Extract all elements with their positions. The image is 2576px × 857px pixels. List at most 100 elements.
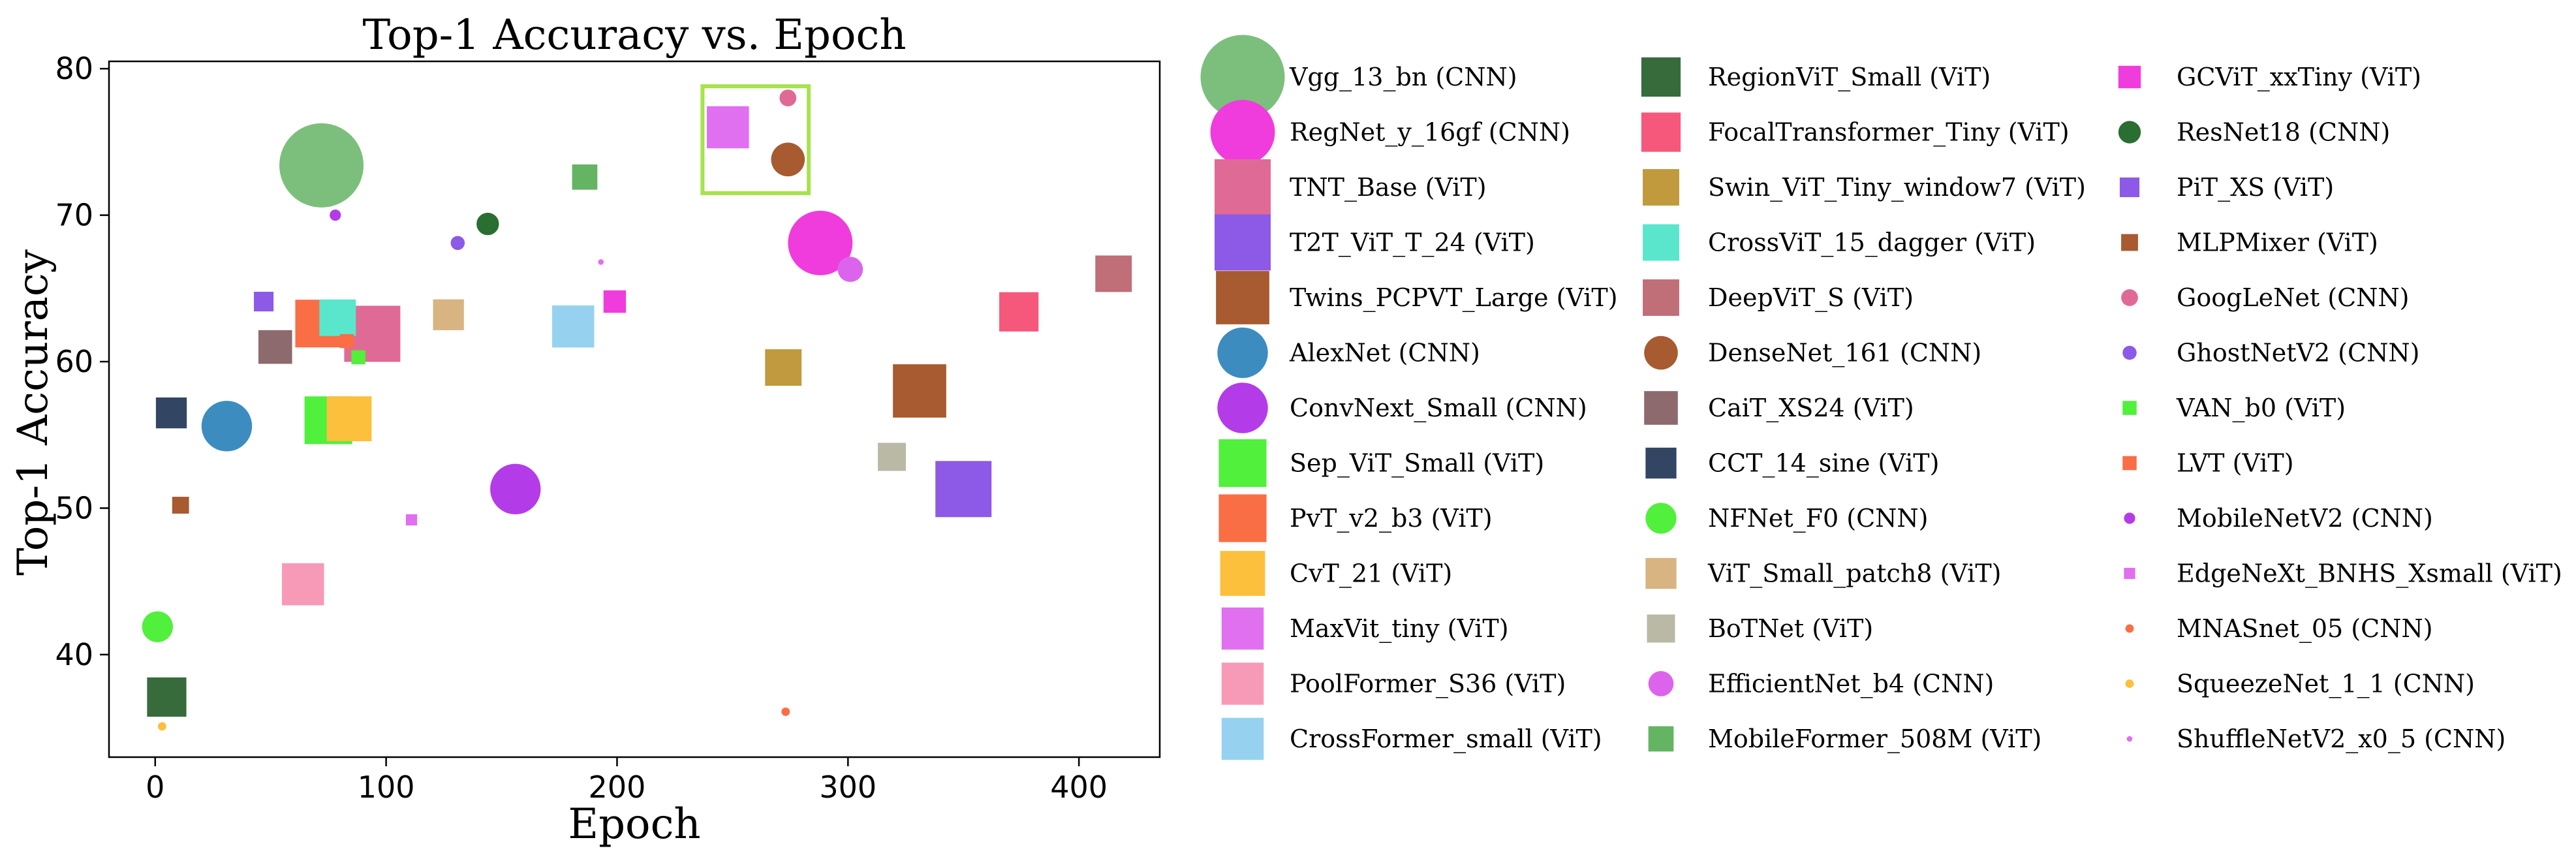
- point-resnet18-cnn: [476, 212, 499, 236]
- y-tick-label: 40: [55, 637, 93, 672]
- legend-marker-focaltransformer-tiny-vit: [1641, 112, 1681, 152]
- legend-marker-swin-vit-tiny-window7-vit: [1643, 169, 1679, 206]
- legend-marker-poolformer-s36-vit: [1221, 662, 1264, 705]
- legend-marker-mobileformer-508m-vit: [1648, 726, 1674, 752]
- legend-label-edgenext-bnhs-xsmall-vit: EdgeNeXt_BNHS_Xsmall (ViT): [2177, 559, 2562, 589]
- y-tick-label: 60: [55, 344, 93, 379]
- point-nfnet-f0-cnn: [142, 611, 173, 642]
- legend-label-pit-xs-vit: PiT_XS (ViT): [2177, 173, 2334, 202]
- point-t2t-vit-t-24-vit: [935, 461, 992, 518]
- legend-marker-van-b0-vit: [2122, 401, 2137, 415]
- legend-marker-densenet-161-cnn: [1644, 335, 1678, 370]
- legend-marker-lvt-vit: [2122, 456, 2137, 471]
- legend-marker-tnt-base-vit: [1215, 159, 1271, 215]
- point-regnet-y-16gf-cnn: [788, 210, 853, 275]
- legend-label-sep-vit-small-vit: Sep_ViT_Small (ViT): [1290, 449, 1544, 478]
- legend-marker-cct-14-sine-vit: [1645, 447, 1677, 479]
- legend-marker-alexnet-cnn: [1217, 327, 1268, 379]
- legend-label-vit-small-patch8-vit: ViT_Small_patch8 (ViT): [1707, 559, 2002, 589]
- point-vit-small-patch8-vit: [433, 299, 464, 330]
- y-axis-label: Top-1 Accuracy: [9, 249, 57, 576]
- point-ghostnetv2-cnn: [450, 236, 465, 251]
- legend-label-resnet18-cnn: ResNet18 (CNN): [2177, 118, 2390, 147]
- legend-marker-edgenext-bnhs-xsmall-vit: [2124, 567, 2135, 580]
- legend-label-densenet-161-cnn: DenseNet_161 (CNN): [1708, 339, 1981, 368]
- legend-label-t2t-vit-t-24-vit: T2T_ViT_T_24 (ViT): [1290, 228, 1535, 258]
- legend-label-twins-pcpvt-large-vit: Twins_PCPVT_Large (ViT): [1290, 283, 1618, 313]
- legend-marker-googlenet-cnn: [2121, 289, 2138, 306]
- legend-label-regionvit-small-vit: RegionViT_Small (ViT): [1708, 63, 1991, 92]
- legend-label-gcvit-xxtiny-vit: GCViT_xxTiny (ViT): [2177, 63, 2421, 92]
- legend-label-mlpmixer-vit: MLPMixer (ViT): [2177, 228, 2378, 257]
- point-efficientnet-b4-cnn: [837, 257, 863, 283]
- legend-marker-efficientnet-b4-cnn: [1648, 671, 1674, 696]
- legend-label-ghostnetv2-cnn: GhostNetV2 (CNN): [2177, 339, 2419, 367]
- chart-title: Top-1 Accuracy vs. Epoch: [362, 11, 906, 59]
- legend-label-crossvit-15-dagger-vit: CrossViT_15_dagger (ViT): [1708, 228, 2036, 258]
- legend-label-botnet-vit: BoTNet (ViT): [1708, 614, 1873, 643]
- highlight-box: [700, 84, 811, 195]
- point-mobilenetv2-cnn: [330, 210, 341, 221]
- point-shufflenetv2-x0-5-cnn: [598, 259, 604, 265]
- point-densenet-161-cnn: [771, 142, 805, 177]
- legend-label-cait-xs24-vit: CaiT_XS24 (ViT): [1708, 394, 1914, 423]
- legend-label-van-b0-vit: VAN_b0 (ViT): [2176, 394, 2346, 423]
- legend-label-swin-vit-tiny-window7-vit: Swin_ViT_Tiny_window7 (ViT): [1708, 173, 2086, 202]
- legend-marker-twins-pcpvt-large-vit: [1216, 271, 1269, 324]
- point-cct-14-sine-vit: [155, 397, 187, 429]
- legend-label-mnasnet-05-cnn: MNASnet_05 (CNN): [2177, 614, 2433, 644]
- point-mnasnet-05-cnn: [781, 707, 790, 716]
- x-tick-label: 200: [589, 770, 646, 805]
- legend-label-lvt-vit: LVT (ViT): [2177, 449, 2294, 478]
- point-deepvit-s-vit: [1095, 255, 1132, 292]
- legend-marker-maxvit-tiny-vit: [1221, 607, 1264, 650]
- point-botnet-vit: [878, 443, 907, 471]
- legend-marker-vgg-13-bn-cnn: [1200, 35, 1285, 119]
- legend-marker-regnet-y-16gf-cnn: [1210, 100, 1275, 164]
- point-poolformer-s36-vit: [281, 563, 324, 606]
- legend-marker-resnet18-cnn: [2118, 121, 2141, 144]
- plot-area: 0 100 200 300 400 40 50 60 70 80: [55, 51, 1161, 805]
- legend-marker-mlpmixer-vit: [2121, 234, 2138, 251]
- legend-label-pvt-v2-b3-vit: PvT_v2_b3 (ViT): [1290, 504, 1493, 533]
- y-tick-label: 50: [55, 490, 93, 525]
- x-tick-label: 300: [819, 770, 877, 805]
- point-convnext-small-cnn: [490, 463, 541, 515]
- legend-marker-pit-xs-vit: [2119, 177, 2140, 198]
- legend-label-squeezenet-1-1-cnn: SqueezeNet_1_1 (CNN): [2177, 670, 2475, 699]
- legend-marker-sep-vit-small-vit: [1218, 439, 1267, 488]
- point-pit-xs-vit: [254, 292, 274, 312]
- legend-label-mobileformer-508m-vit: MobileFormer_508M (ViT): [1708, 725, 2041, 754]
- point-focaltransformer-tiny-vit: [999, 292, 1039, 332]
- legend-label-cct-14-sine-vit: CCT_14_sine (ViT): [1708, 449, 1939, 478]
- legend-marker-crossvit-15-dagger-vit: [1643, 224, 1679, 261]
- x-tick-label: 100: [358, 770, 415, 805]
- x-tick-label: 400: [1050, 770, 1108, 805]
- legend-marker-nfnet-f0-cnn: [1645, 503, 1677, 534]
- legend-label-focaltransformer-tiny-vit: FocalTransformer_Tiny (ViT): [1708, 118, 2070, 148]
- legend-marker-deepvit-s-vit: [1643, 279, 1679, 316]
- legend-marker-shufflenetv2-x0-5-cnn: [2126, 736, 2133, 742]
- point-googlenet-cnn: [779, 89, 797, 107]
- point-cait-xs24-vit: [258, 330, 292, 364]
- point-regionvit-small-vit: [147, 677, 187, 717]
- x-axis-label: Epoch: [568, 800, 700, 849]
- x-tick-label: 0: [146, 770, 164, 805]
- point-swin-vit-tiny-window7-vit: [765, 349, 802, 386]
- legend-label-googlenet-cnn: GoogLeNet (CNN): [2177, 283, 2409, 312]
- legend-label-regnet-y-16gf-cnn: RegNet_y_16gf (CNN): [1290, 118, 1570, 148]
- y-tick-label: 70: [55, 198, 93, 233]
- legend-label-convnext-small-cnn: ConvNext_Small (CNN): [1290, 394, 1587, 423]
- legend-marker-mnasnet-05-cnn: [2125, 624, 2134, 633]
- legend-label-tnt-base-vit: TNT_Base (ViT): [1290, 173, 1487, 202]
- point-mobileformer-508m-vit: [572, 164, 598, 190]
- legend-marker-pvt-v2-b3-vit: [1218, 494, 1267, 542]
- legend-marker-gcvit-xxtiny-vit: [2118, 65, 2141, 89]
- legend-label-crossformer-small-vit: CrossFormer_small (ViT): [1290, 725, 1602, 754]
- legend-marker-squeezenet-1-1-cnn: [2125, 679, 2134, 688]
- plot-frame: [108, 60, 1161, 758]
- legend-label-shufflenetv2-x0-5-cnn: ShuffleNetV2_x0_5 (CNN): [2177, 725, 2506, 754]
- legend-marker-crossformer-small-vit: [1221, 717, 1264, 760]
